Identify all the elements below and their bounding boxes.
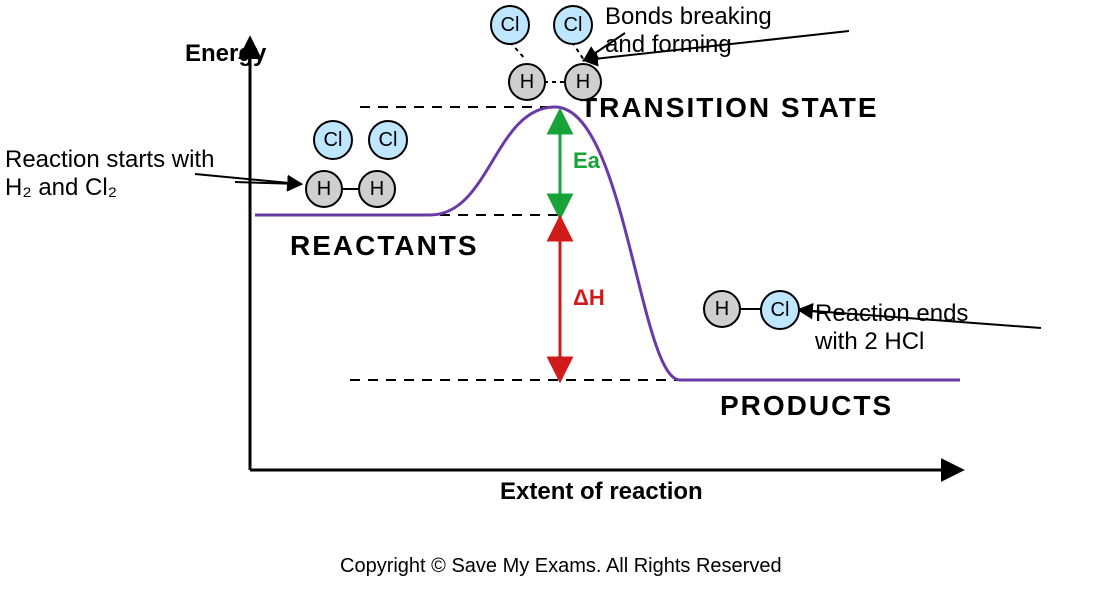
h-atom: H (305, 170, 343, 208)
cl-atom: Cl (490, 5, 530, 45)
h-atom: H (703, 290, 741, 328)
reactants-label: REACTANTS (290, 230, 479, 262)
cl-atom: Cl (760, 290, 800, 330)
callout-text-1: Bonds breaking and forming (605, 3, 805, 59)
ea-label: Ea (573, 148, 600, 174)
cl-atom: Cl (368, 120, 408, 160)
products-label: PRODUCTS (720, 390, 893, 422)
cl-atom: Cl (313, 120, 353, 160)
dh-label: ΔH (573, 285, 605, 311)
h-atom: H (564, 63, 602, 101)
copyright-text: Copyright © Save My Exams. All Rights Re… (340, 555, 782, 578)
callout-text-0: Reaction starts with H₂ and Cl₂ (5, 146, 235, 202)
h-atom: H (508, 63, 546, 101)
cl-atom: Cl (553, 5, 593, 45)
y-axis-label: Energy (185, 40, 266, 68)
x-axis-label: Extent of reaction (500, 478, 703, 506)
transition-state-label: TRANSITION STATE (580, 92, 879, 124)
h-atom: H (358, 170, 396, 208)
callout-text-2: Reaction ends with 2 HCl (815, 300, 1015, 356)
diagram-stage: Energy Extent of reaction REACTANTS PROD… (0, 0, 1100, 611)
